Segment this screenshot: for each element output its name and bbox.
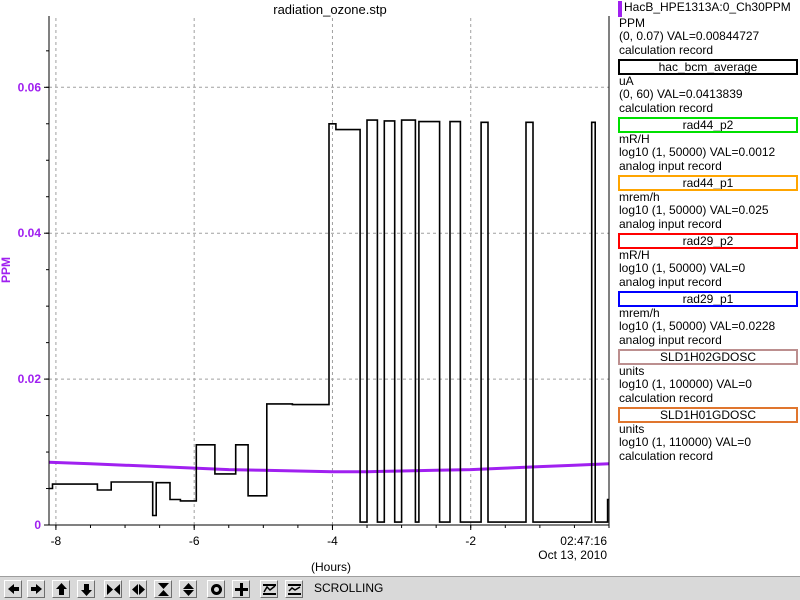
zoom-out-y-button[interactable] xyxy=(179,580,197,598)
zoom-in-x-button[interactable] xyxy=(104,580,122,598)
zoom-out-x-button[interactable] xyxy=(129,580,147,598)
legend-record: analog input record xyxy=(619,332,722,347)
legend-record: calculation record xyxy=(619,42,714,57)
legend-series-name[interactable]: rad29_p2 xyxy=(618,233,798,249)
x-axis-label: (Hours) xyxy=(311,560,351,574)
legend-units: uA xyxy=(619,74,634,88)
y-axis-label: PPM xyxy=(0,257,13,283)
grid-lines xyxy=(49,18,609,525)
legend-range: (0, 0.07) VAL=0.00844727 xyxy=(619,29,760,44)
legend-series-name[interactable]: hac_bcm_average xyxy=(618,59,798,75)
axes xyxy=(48,16,610,526)
zoom-out-x-icon xyxy=(132,584,145,595)
crosshair-button[interactable] xyxy=(232,580,250,598)
auto-scale-button[interactable] xyxy=(260,580,278,598)
end-time-label: 02:47:16 xyxy=(560,534,607,548)
legend-record: calculation record xyxy=(619,448,714,463)
legend-record: analog input record xyxy=(619,158,722,173)
legend-series-name[interactable]: rad44_p2 xyxy=(618,117,798,133)
legend-units: mrem/h xyxy=(619,306,660,320)
legend-units: mR/H xyxy=(619,132,650,146)
legend-entry: SLD1H02GDOSC units log10 (1, 100000) VAL=0… xyxy=(614,349,800,406)
legend-record: calculation record xyxy=(619,100,714,115)
zoom-in-x-icon xyxy=(107,584,120,595)
legend-series-name[interactable]: SLD1H02GDOSC xyxy=(618,349,798,365)
legend-panel: HacB_HPE1313A:0_Ch30PPM PPM (0, 0.07) VAL=… xyxy=(614,0,800,464)
legend-range: (0, 60) VAL=0.0413839 xyxy=(619,87,743,102)
legend-record: calculation record xyxy=(619,390,714,405)
y-tick-label: 0.06 xyxy=(18,80,42,94)
chart-plot[interactable]: 0 0.02 0.04 0.06 -8 -6 -4 -2 PPM (Hours) 02:47… xyxy=(0,0,612,576)
stop-icon xyxy=(211,584,222,595)
arrow-left-icon xyxy=(8,584,19,594)
end-date-label: Oct 13, 2010 xyxy=(538,548,607,562)
legend-entry: hac_bcm_average uA (0, 60) VAL=0.0413839 ca… xyxy=(614,59,800,116)
scroll-mode-button[interactable] xyxy=(285,580,303,598)
x-tick-label: -2 xyxy=(465,534,476,548)
scroll-left-button[interactable] xyxy=(4,580,22,598)
auto-scale-icon xyxy=(263,584,276,595)
legend-series-name[interactable]: HacB_HPE1313A:0_Ch30PPM xyxy=(618,1,798,17)
legend-entry: HacB_HPE1313A:0_Ch30PPM PPM (0, 0.07) VAL=… xyxy=(614,1,800,58)
x-tick-label: -4 xyxy=(327,534,338,548)
y-tick-label: 0.02 xyxy=(18,372,42,386)
legend-range: log10 (1, 50000) VAL=0.0012 xyxy=(619,145,776,160)
series-line-HacB_HPE1313A:0_Ch30PPM xyxy=(48,460,610,474)
legend-units: PPM xyxy=(619,16,646,30)
chart-title: radiation_ozone.stp xyxy=(273,2,387,17)
arrow-up-icon xyxy=(56,583,67,595)
x-tick-label: -6 xyxy=(189,534,200,548)
legend-range: log10 (1, 110000) VAL=0 xyxy=(619,435,751,450)
legend-series-name[interactable]: rad29_p1 xyxy=(618,291,798,307)
series-layer xyxy=(48,119,610,523)
series-line-hac_bcm_average xyxy=(49,119,609,523)
status-text: SCROLLING xyxy=(314,581,384,595)
legend-units: mR/H xyxy=(619,248,650,262)
legend-entry: SLD1H01GDOSC units log10 (1, 110000) VAL=0… xyxy=(614,407,800,464)
arrow-down-icon xyxy=(81,584,92,596)
legend-record: analog input record xyxy=(619,216,722,231)
zoom-in-y-button[interactable] xyxy=(154,580,172,598)
legend-units: units xyxy=(619,364,645,378)
arrow-right-icon xyxy=(31,584,42,594)
y-tick-label: 0.04 xyxy=(18,226,42,240)
legend-entry: rad44_p2 mR/H log10 (1, 50000) VAL=0.0012 a… xyxy=(614,117,800,174)
legend-entry: rad44_p1 mrem/h log10 (1, 50000) VAL=0.025… xyxy=(614,175,800,232)
x-axis-ticks: -8 -6 -4 -2 xyxy=(51,525,610,548)
legend-units: units xyxy=(619,422,645,436)
scroll-right-button[interactable] xyxy=(27,580,45,598)
zoom-in-y-icon xyxy=(158,583,169,596)
scroll-down-button[interactable] xyxy=(77,580,95,598)
legend-units: mrem/h xyxy=(619,190,660,204)
zoom-out-y-icon xyxy=(183,583,194,596)
x-tick-label: -8 xyxy=(51,534,62,548)
legend-range: log10 (1, 100000) VAL=0 xyxy=(619,377,752,392)
y-tick-label: 0 xyxy=(34,518,41,532)
legend-series-name[interactable]: rad44_p1 xyxy=(618,175,798,191)
legend-record: analog input record xyxy=(619,274,722,289)
scroll-mode-icon xyxy=(288,584,301,595)
legend-entry: rad29_p1 mrem/h log10 (1, 50000) VAL=0.022… xyxy=(614,291,800,348)
stop-button[interactable] xyxy=(207,580,225,598)
legend-range: log10 (1, 50000) VAL=0 xyxy=(619,261,746,276)
legend-range: log10 (1, 50000) VAL=0.0228 xyxy=(619,319,776,334)
legend-entry: rad29_p2 mR/H log10 (1, 50000) VAL=0 analog… xyxy=(614,233,800,290)
legend-range: log10 (1, 50000) VAL=0.025 xyxy=(619,203,769,218)
crosshair-icon xyxy=(235,583,248,596)
scroll-up-button[interactable] xyxy=(52,580,70,598)
y-axis-ticks: 0 0.02 0.04 0.06 xyxy=(18,50,49,532)
legend-series-name[interactable]: SLD1H01GDOSC xyxy=(618,407,798,423)
toolbar: SCROLLING xyxy=(0,576,800,600)
